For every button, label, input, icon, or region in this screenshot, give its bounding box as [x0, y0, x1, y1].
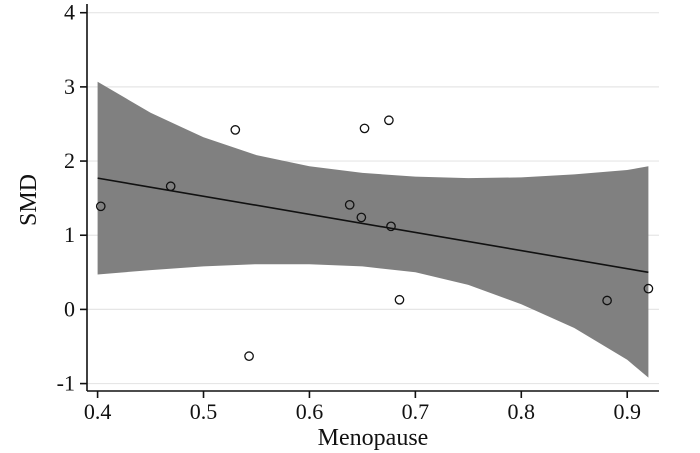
data-point [359, 123, 370, 134]
x-tick-label: 0.4 [84, 399, 112, 424]
x-axis-title: Menopause [318, 425, 429, 451]
data-point [394, 294, 405, 305]
data-point [643, 283, 654, 294]
data-point [386, 221, 396, 232]
scatter-points [95, 115, 654, 361]
x-tick-label: 0.6 [296, 399, 324, 424]
x-tick-label: 0.8 [508, 399, 536, 424]
y-tick-label: 2 [64, 148, 75, 173]
regression-line [97, 177, 649, 274]
data-point [344, 199, 355, 210]
data-point [602, 295, 612, 306]
y-axis-title: SMD [16, 174, 42, 226]
x-axis-ticks: 0.4 0.5 0.6 0.7 0.8 0.9 [84, 391, 641, 424]
axes [86, 4, 659, 392]
data-point [356, 212, 367, 223]
y-tick-label: 0 [64, 296, 75, 321]
y-tick-label: 1 [64, 222, 75, 247]
x-tick-label: 0.9 [613, 399, 641, 424]
y-tick-label: -1 [57, 371, 75, 396]
y-tick-label: 3 [64, 74, 75, 99]
data-point [95, 201, 106, 212]
x-tick-label: 0.7 [402, 399, 430, 424]
x-tick-label: 0.5 [190, 399, 218, 424]
y-axis-ticks: -1 0 1 2 3 4 [57, 0, 87, 396]
data-point [165, 181, 176, 192]
data-point [244, 351, 254, 361]
data-point [384, 115, 394, 126]
y-tick-label: 4 [64, 0, 75, 25]
confidence-band [97, 81, 649, 378]
data-point [230, 125, 241, 135]
